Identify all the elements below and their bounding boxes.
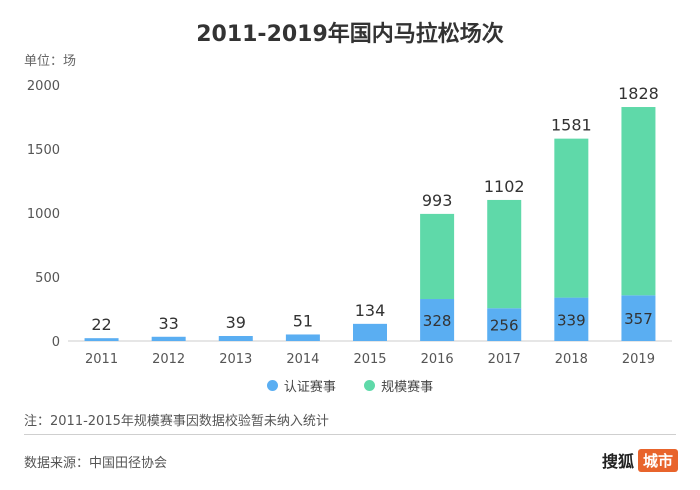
x-tick-label-2014: 2014	[286, 352, 319, 367]
chart-title: 2011-2019年国内马拉松场次	[196, 22, 504, 47]
bar-scale-2019	[621, 107, 656, 296]
bar-certified-2012	[151, 336, 186, 341]
legend-label-certified: 认证赛事	[283, 380, 336, 395]
legend-label-scale: 规模赛事	[381, 380, 434, 395]
data-source: 数据来源：中国田径协会	[24, 456, 168, 471]
legend-item-scale: 规模赛事	[364, 376, 433, 395]
y-tick-label: 500	[35, 271, 60, 286]
data-label-certified-2017: 256	[490, 317, 519, 335]
bar-certified-2017	[487, 308, 522, 341]
data-label-total-2014: 51	[293, 311, 313, 330]
bar-certified-2018	[554, 297, 589, 341]
data-label-total-2011: 22	[91, 315, 111, 334]
legend-dot-scale	[364, 380, 376, 391]
bar-certified-2016	[420, 299, 455, 341]
data-label-total-2016: 993	[422, 191, 453, 210]
y-tick-label: 1500	[27, 143, 60, 158]
data-label-total-2019: 1828	[618, 84, 659, 103]
y-tick-label: 1000	[27, 207, 60, 222]
x-tick-label-2012: 2012	[152, 352, 185, 367]
divider	[24, 434, 676, 435]
stacked-bar-chart: 0 500 1000 1500 2000 2011 22 2012 33 2013 39 2014 51…	[27, 79, 672, 367]
footnote: 注：2011-2015年规模赛事因数据校验暂未纳入统计	[24, 414, 329, 429]
y-tick-label: 0	[52, 335, 60, 350]
logo-brand: 搜狐	[601, 452, 634, 471]
logo-badge: 城市	[637, 448, 678, 472]
bar-scale-2018	[554, 138, 589, 298]
data-label-certified-2019: 357	[624, 310, 653, 328]
data-label-total-2015: 134	[355, 301, 386, 320]
y-tick-label: 2000	[27, 79, 60, 94]
x-tick-label-2016: 2016	[421, 352, 454, 367]
bar-certified-2014	[285, 334, 320, 341]
data-label-total-2018: 1581	[551, 116, 592, 135]
data-label-certified-2018: 339	[557, 311, 586, 329]
data-label-certified-2016: 328	[423, 312, 452, 330]
bar-certified-2011	[84, 338, 119, 341]
x-tick-label-2015: 2015	[353, 352, 386, 367]
x-tick-label-2013: 2013	[219, 352, 252, 367]
bar-certified-2015	[353, 323, 387, 341]
legend-item-certified: 认证赛事	[266, 376, 336, 395]
data-label-total-2017: 1102	[484, 177, 525, 196]
sohu-city-logo: 搜狐 城市	[602, 448, 678, 472]
data-label-total-2013: 39	[226, 313, 246, 332]
x-tick-label-2019: 2019	[622, 352, 655, 367]
x-tick-label-2018: 2018	[555, 352, 588, 367]
data-label-total-2012: 33	[158, 314, 178, 333]
bar-scale-2017	[487, 199, 522, 309]
bar-certified-2013	[218, 336, 253, 341]
legend: 认证赛事 规模赛事	[0, 376, 700, 395]
unit-label: 单位：场	[24, 54, 77, 69]
bar-certified-2019	[621, 295, 656, 341]
x-tick-label-2011: 2011	[85, 352, 118, 367]
bar-scale-2016	[420, 213, 455, 300]
x-tick-label-2017: 2017	[488, 352, 521, 367]
legend-dot-certified	[266, 380, 278, 391]
